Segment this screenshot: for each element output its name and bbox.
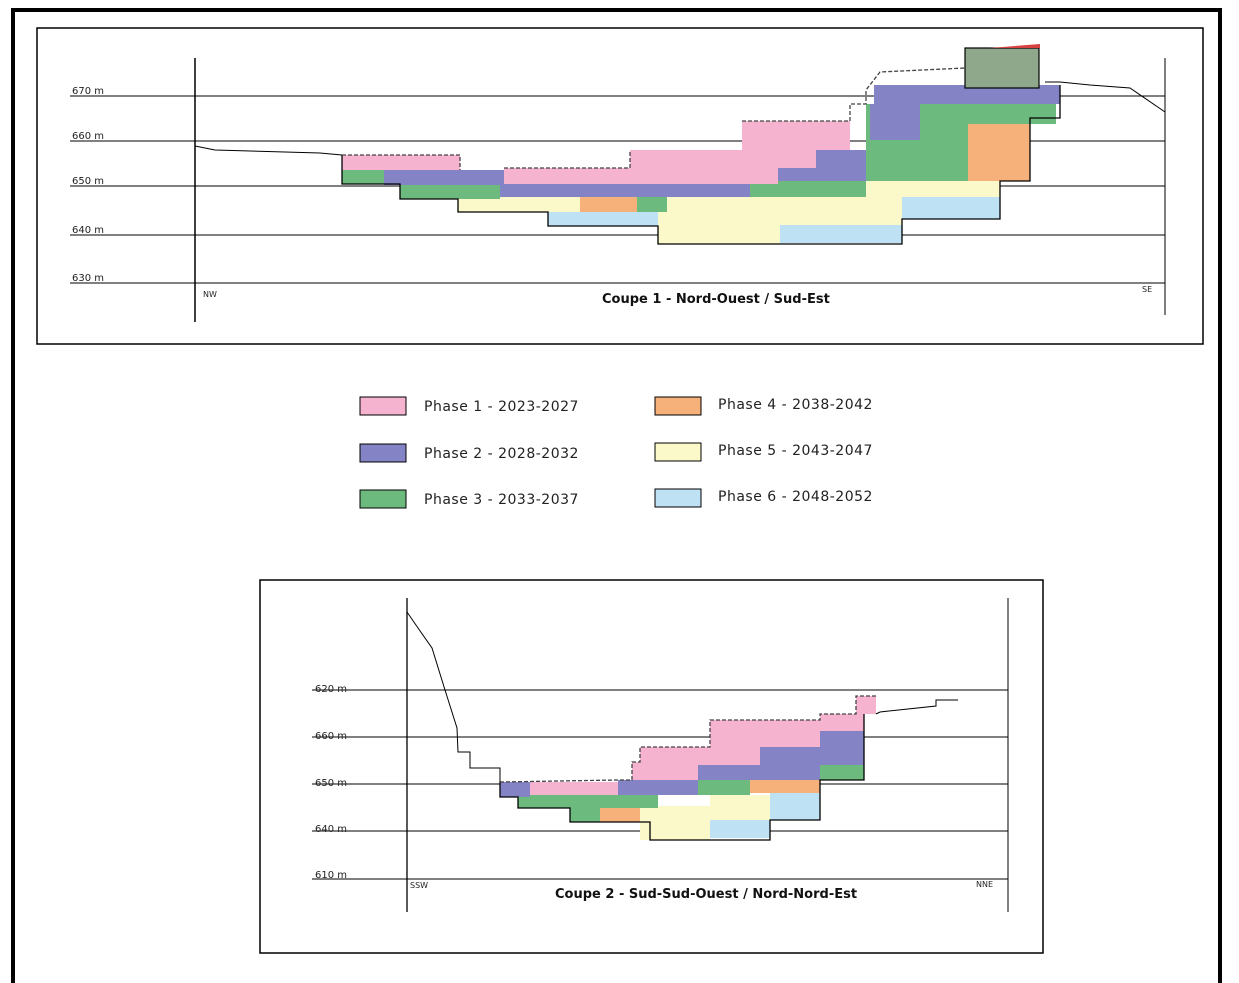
phase-2-block bbox=[618, 780, 698, 795]
phase-4-block bbox=[600, 808, 640, 822]
phase-3-block bbox=[1030, 118, 1056, 124]
elevation-label: 650 m bbox=[315, 778, 347, 789]
phase-1-block bbox=[342, 155, 460, 170]
phase-2-block bbox=[384, 170, 504, 185]
phase-4-block bbox=[968, 118, 1030, 181]
legend-swatch-phase-2 bbox=[359, 443, 407, 463]
phase-3-block bbox=[637, 197, 667, 212]
legend: Phase 1 - 2023-2027 Phase 4 - 2038-2042 … bbox=[359, 396, 873, 509]
legend-label-phase-1: Phase 1 - 2023-2027 bbox=[424, 399, 579, 415]
legend-label-phase-2: Phase 2 - 2028-2032 bbox=[424, 446, 579, 462]
phase-2-block bbox=[778, 166, 866, 181]
phase-5-block bbox=[780, 197, 902, 225]
section-2-panel: 620 m 660 m 650 m 640 m 610 m bbox=[259, 579, 1044, 954]
phase-6-block bbox=[710, 820, 770, 838]
elevation-label: 640 m bbox=[72, 225, 104, 236]
elevation-label: 670 m bbox=[72, 86, 104, 97]
elevation-label: 620 m bbox=[315, 684, 347, 695]
phase-2-block bbox=[820, 731, 864, 765]
section-1-terrain bbox=[194, 81, 1166, 156]
phase-2-block bbox=[816, 150, 866, 166]
legend-swatch-phase-4 bbox=[654, 396, 702, 416]
legend-label-phase-6: Phase 6 - 2048-2052 bbox=[718, 489, 873, 505]
section-1-right-direction: SE bbox=[1142, 285, 1152, 294]
legend-label-phase-5: Phase 5 - 2043-2047 bbox=[718, 443, 873, 459]
elevation-label: 650 m bbox=[72, 176, 104, 187]
section-2-phase-blocks bbox=[500, 696, 876, 840]
phase-3-block bbox=[750, 181, 866, 197]
elevation-label: 610 m bbox=[315, 870, 347, 881]
section-1-pit-outline bbox=[341, 85, 1061, 245]
phase-3-block bbox=[400, 185, 500, 199]
phase-5-block bbox=[640, 806, 710, 840]
phase-1-block bbox=[710, 720, 820, 747]
phase-6-block bbox=[548, 212, 668, 226]
legend-swatch-phase-1 bbox=[359, 396, 407, 416]
section-1-roof-block bbox=[964, 47, 1040, 89]
section-2-dashed-surface bbox=[499, 695, 876, 783]
phase-6-block bbox=[770, 793, 820, 820]
phase-6-block bbox=[780, 225, 902, 243]
elevation-label: 640 m bbox=[315, 824, 347, 835]
phase-2-block bbox=[760, 745, 820, 765]
elevation-label: 660 m bbox=[315, 731, 347, 742]
phase-5-block bbox=[866, 181, 1000, 197]
phase-4-block bbox=[750, 780, 820, 793]
legend-label-phase-4: Phase 4 - 2038-2042 bbox=[718, 397, 873, 413]
section-1-dashed-surface bbox=[342, 67, 966, 170]
section-1-left-direction: NW bbox=[203, 290, 217, 299]
phase-1-block bbox=[640, 747, 760, 765]
phase-1-block bbox=[742, 121, 850, 150]
phase-1-block bbox=[632, 762, 698, 780]
section-2-left-direction: SSW bbox=[410, 881, 428, 890]
phase-3-block bbox=[342, 170, 384, 184]
section-2-caption: Coupe 2 - Sud-Sud-Ouest / Nord-Nord-Est bbox=[555, 887, 857, 902]
phase-2-block bbox=[500, 184, 750, 197]
section-2-terrain bbox=[406, 611, 958, 782]
section-1-phase-blocks bbox=[342, 44, 1060, 244]
phase-1-block bbox=[856, 696, 876, 714]
legend-swatch-phase-3 bbox=[359, 489, 407, 509]
phase-6-block bbox=[900, 195, 1000, 219]
phase-1-block bbox=[504, 168, 778, 184]
elevation-label: 630 m bbox=[72, 273, 104, 284]
phase-5-block bbox=[710, 795, 770, 820]
phase-1-block bbox=[630, 150, 816, 168]
phase-3-block bbox=[698, 780, 750, 795]
section-1-caption: Coupe 1 - Nord-Ouest / Sud-Est bbox=[602, 292, 830, 307]
phase-1-block bbox=[530, 782, 618, 795]
phase-2-block bbox=[698, 765, 820, 780]
phase-3-block bbox=[820, 765, 864, 780]
legend-swatch-phase-5 bbox=[654, 442, 702, 462]
phase-3-block bbox=[570, 808, 600, 822]
phase-5-block bbox=[658, 197, 780, 244]
elevation-label: 660 m bbox=[72, 131, 104, 142]
section-1-roof-cap bbox=[990, 44, 1040, 48]
phase-2-block bbox=[500, 782, 530, 797]
phase-2-block bbox=[870, 104, 920, 140]
legend-label-phase-3: Phase 3 - 2033-2037 bbox=[424, 492, 579, 508]
section-1-panel: 670 m 660 m 650 m 640 m 630 m bbox=[36, 27, 1204, 345]
section-2-right-direction: NNE bbox=[976, 880, 993, 889]
outer-frame bbox=[11, 8, 1222, 983]
legend-swatch-phase-6 bbox=[654, 488, 702, 508]
phase-5-block bbox=[458, 197, 548, 212]
section-2-pit-outline bbox=[499, 714, 865, 841]
phase-4-block bbox=[580, 197, 637, 212]
phase-3-block bbox=[518, 795, 658, 808]
phase-2-block bbox=[874, 85, 1060, 104]
phase-1-block bbox=[820, 714, 864, 731]
